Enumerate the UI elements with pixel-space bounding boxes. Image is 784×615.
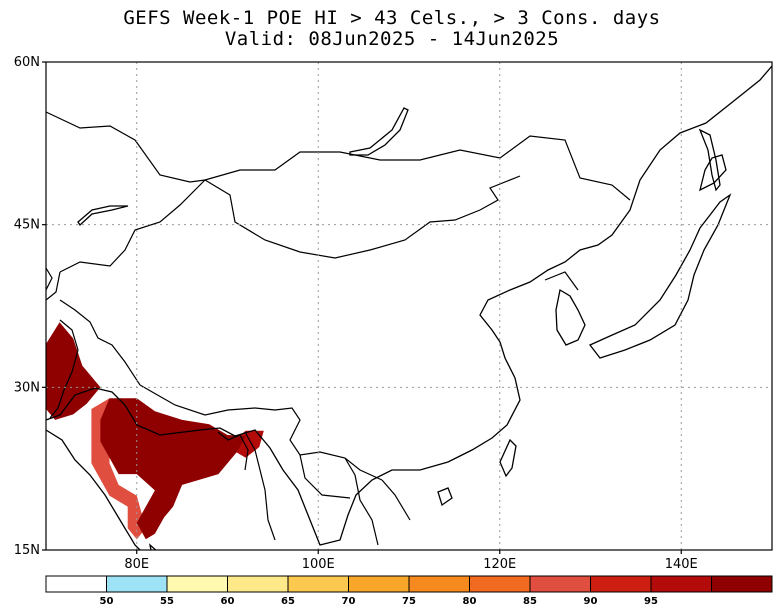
lon-tick-label: 100E (302, 557, 335, 572)
colorbar-swatch (650, 575, 712, 593)
colorbar-label: 50 (100, 596, 114, 607)
heat-fill-layer (46, 322, 264, 540)
border-north-korea (544, 271, 579, 291)
border-china-kazakhstan (59, 179, 206, 273)
colorbar-swatch (106, 575, 168, 593)
border-mongolia-china (204, 175, 521, 259)
border-bangladesh (217, 431, 249, 471)
colorbar-swatch (469, 575, 531, 593)
border-china-west (46, 271, 141, 386)
border-china-himalaya (139, 384, 383, 481)
lon-tick-label: 80E (124, 557, 149, 572)
colorbar-label: 85 (523, 596, 537, 607)
coastline-japan (588, 193, 732, 359)
coastline-sakhalin (698, 128, 721, 192)
colorbar-swatch (348, 575, 410, 593)
coastline-layer (46, 65, 772, 550)
border-afghanistan (46, 267, 53, 291)
sri-lanka (148, 543, 157, 550)
coastline-korea (555, 288, 586, 346)
colorbar-label: 60 (221, 596, 235, 607)
colorbar-label: 65 (281, 596, 295, 607)
coastline-hainan (437, 487, 453, 507)
lon-tick-label: 140E (665, 557, 698, 572)
border-russia-kazakhstan (46, 111, 206, 183)
heat-region-northwest-india-pakistan (46, 322, 101, 420)
colorbar-label: 70 (342, 596, 356, 607)
colorbar-swatch (529, 575, 591, 593)
lat-tick-label: 30N (14, 380, 40, 395)
colorbar-swatch (287, 575, 349, 593)
colorbar-swatch (227, 575, 289, 593)
lat-tick-label: 60N (14, 55, 40, 70)
axis-ticks: 15N 30N 45N 60N 80E 100E 120E 140E (14, 55, 698, 572)
colorbar-swatch (711, 575, 773, 593)
lat-tick-label: 45N (14, 218, 40, 233)
lat-tick-label: 15N (14, 543, 40, 558)
lake-baikal (349, 107, 409, 156)
colorbar-label: 75 (402, 596, 416, 607)
colorbar-label: 95 (644, 596, 658, 607)
coastline-india-south (46, 429, 141, 550)
chart-title: GEFS Week-1 POE HI > 43 Cels., > 3 Cons.… (123, 7, 661, 29)
colorbar-swatch (45, 575, 107, 593)
coastline-taiwan (499, 438, 517, 478)
colorbar-swatch (590, 575, 652, 593)
chart-subtitle: Valid: 08Jun2025 - 14Jun2025 (224, 28, 560, 50)
graticule (46, 62, 772, 550)
border-indochina (344, 457, 411, 546)
colorbar-label: 90 (584, 596, 598, 607)
border-myanmar (244, 431, 351, 541)
country-borders-layer (46, 111, 631, 546)
plot-frame (45, 61, 773, 551)
colorbar-swatch (408, 575, 470, 593)
colorbar-swatch (166, 575, 228, 593)
heat-region-gangetic-plain (100, 398, 246, 540)
border-india-pakistan (49, 319, 79, 419)
colorbar-label: 55 (160, 596, 174, 607)
lon-tick-label: 120E (483, 557, 516, 572)
lake-balkhash (77, 205, 129, 226)
coastline-hokkaido (699, 154, 727, 192)
coastline-mainland (46, 65, 772, 546)
colorbar-label: 80 (463, 596, 477, 607)
colorbar: 50 55 60 65 70 75 80 85 90 95 (45, 575, 773, 607)
border-mongolia (204, 135, 631, 201)
